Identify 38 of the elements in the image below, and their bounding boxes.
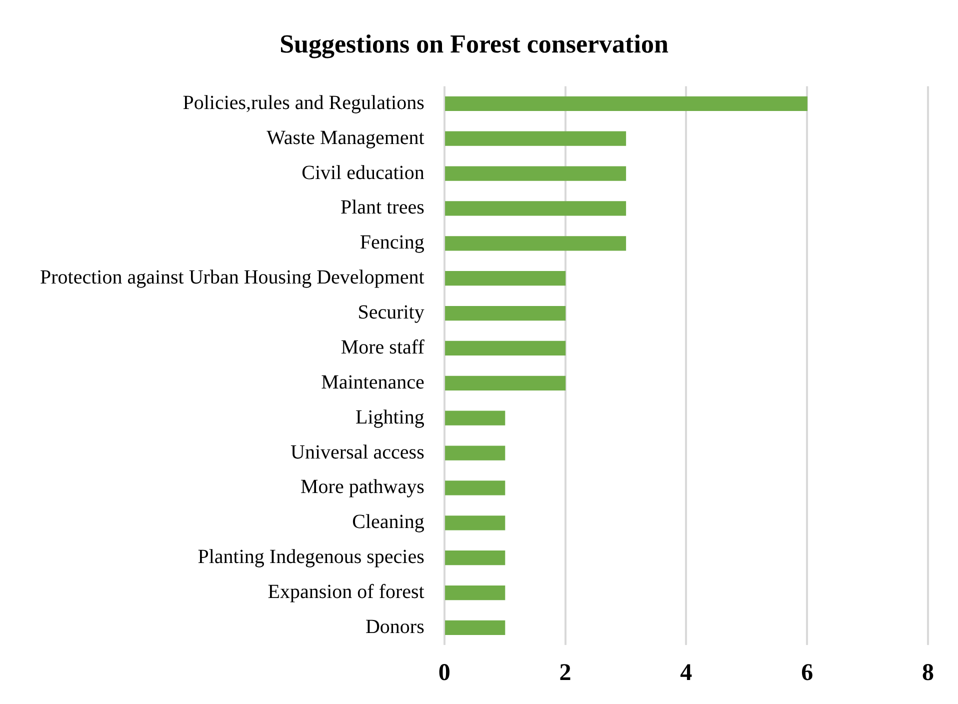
y-tick-label: Plant trees [340, 196, 425, 219]
bar [445, 306, 566, 321]
chart-title: Suggestions on Forest conservation [280, 29, 669, 58]
x-tick-label: 4 [680, 660, 692, 686]
bar [445, 585, 506, 600]
bar [445, 620, 506, 636]
y-tick-label: Protection against Urban Housing Development [40, 266, 425, 289]
bar [445, 96, 808, 111]
y-tick-label: Fencing [360, 232, 424, 254]
bar [445, 550, 506, 566]
y-tick-label: More staff [340, 336, 425, 358]
bar [445, 376, 566, 390]
bar [445, 166, 626, 181]
y-tick-label: Expansion of forest [268, 581, 425, 604]
y-tick-label: Maintenance [321, 371, 424, 394]
bar [445, 340, 566, 356]
bar [445, 271, 566, 286]
x-tick-label: 6 [801, 660, 814, 686]
y-tick-label: Civil education [302, 162, 424, 184]
y-tick-label: More pathways [300, 476, 425, 498]
bar [445, 516, 506, 530]
bar [445, 131, 626, 146]
y-tick-label: Cleaning [352, 511, 424, 534]
y-tick-label: Policies,rules and Regulations [182, 92, 425, 114]
y-tick-label: Planting Indegenous species [198, 546, 425, 568]
bar [445, 446, 506, 460]
x-tick-label: 2 [559, 660, 572, 686]
bar [445, 410, 506, 426]
y-tick-label: Donors [365, 616, 425, 638]
x-tick-label: 0 [438, 660, 450, 686]
y-tick-label: Lighting [355, 406, 424, 428]
y-tick-label: Waste Management [266, 126, 425, 149]
x-tick-label: 8 [922, 660, 934, 686]
bar [445, 236, 626, 251]
bar [445, 480, 506, 496]
bar [445, 201, 626, 216]
y-tick-label: Universal access [290, 441, 425, 464]
y-tick-label: Security [358, 302, 424, 324]
